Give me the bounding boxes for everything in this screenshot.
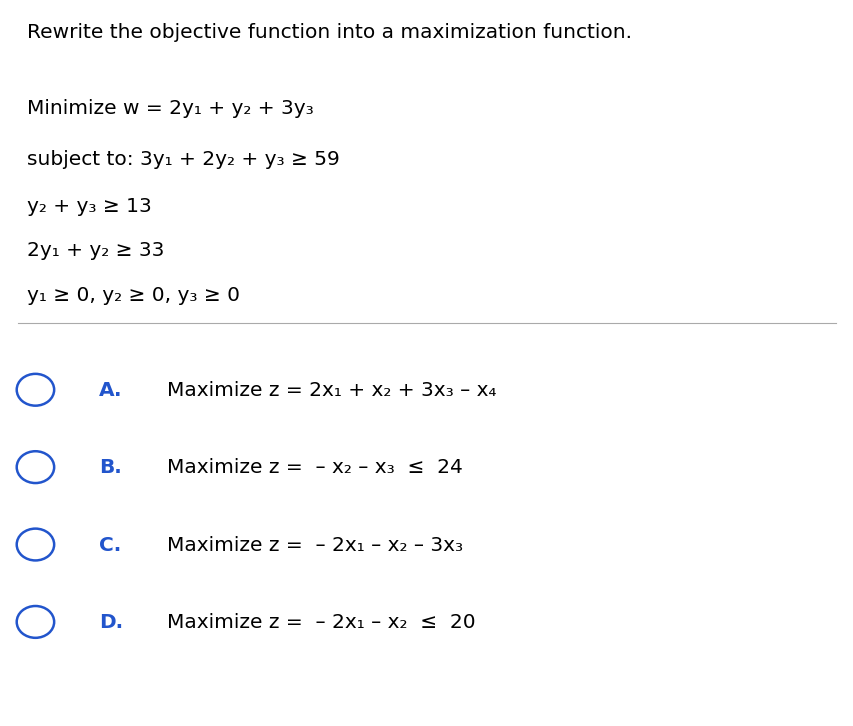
Text: Maximize z =  – 2x₁ – x₂  ≤  20: Maximize z = – 2x₁ – x₂ ≤ 20 bbox=[167, 613, 475, 632]
Text: B.: B. bbox=[99, 458, 122, 478]
Text: C.: C. bbox=[99, 536, 121, 555]
Text: Maximize z = 2x₁ + x₂ + 3x₃ – x₄: Maximize z = 2x₁ + x₂ + 3x₃ – x₄ bbox=[167, 381, 496, 400]
Text: y₂ + y₃ ≥ 13: y₂ + y₃ ≥ 13 bbox=[27, 197, 152, 216]
Text: 2y₁ + y₂ ≥ 33: 2y₁ + y₂ ≥ 33 bbox=[27, 242, 164, 261]
Text: Rewrite the objective function into a maximization function.: Rewrite the objective function into a ma… bbox=[27, 23, 631, 42]
Text: D.: D. bbox=[99, 613, 124, 632]
Text: A.: A. bbox=[99, 381, 123, 400]
Text: Minimize w = 2y₁ + y₂ + 3y₃: Minimize w = 2y₁ + y₂ + 3y₃ bbox=[27, 99, 313, 118]
Text: y₁ ≥ 0, y₂ ≥ 0, y₃ ≥ 0: y₁ ≥ 0, y₂ ≥ 0, y₃ ≥ 0 bbox=[27, 286, 240, 306]
Text: Maximize z =  – x₂ – x₃  ≤  24: Maximize z = – x₂ – x₃ ≤ 24 bbox=[167, 458, 462, 478]
Text: subject to: 3y₁ + 2y₂ + y₃ ≥ 59: subject to: 3y₁ + 2y₂ + y₃ ≥ 59 bbox=[27, 150, 339, 168]
Text: Maximize z =  – 2x₁ – x₂ – 3x₃: Maximize z = – 2x₁ – x₂ – 3x₃ bbox=[167, 536, 463, 555]
